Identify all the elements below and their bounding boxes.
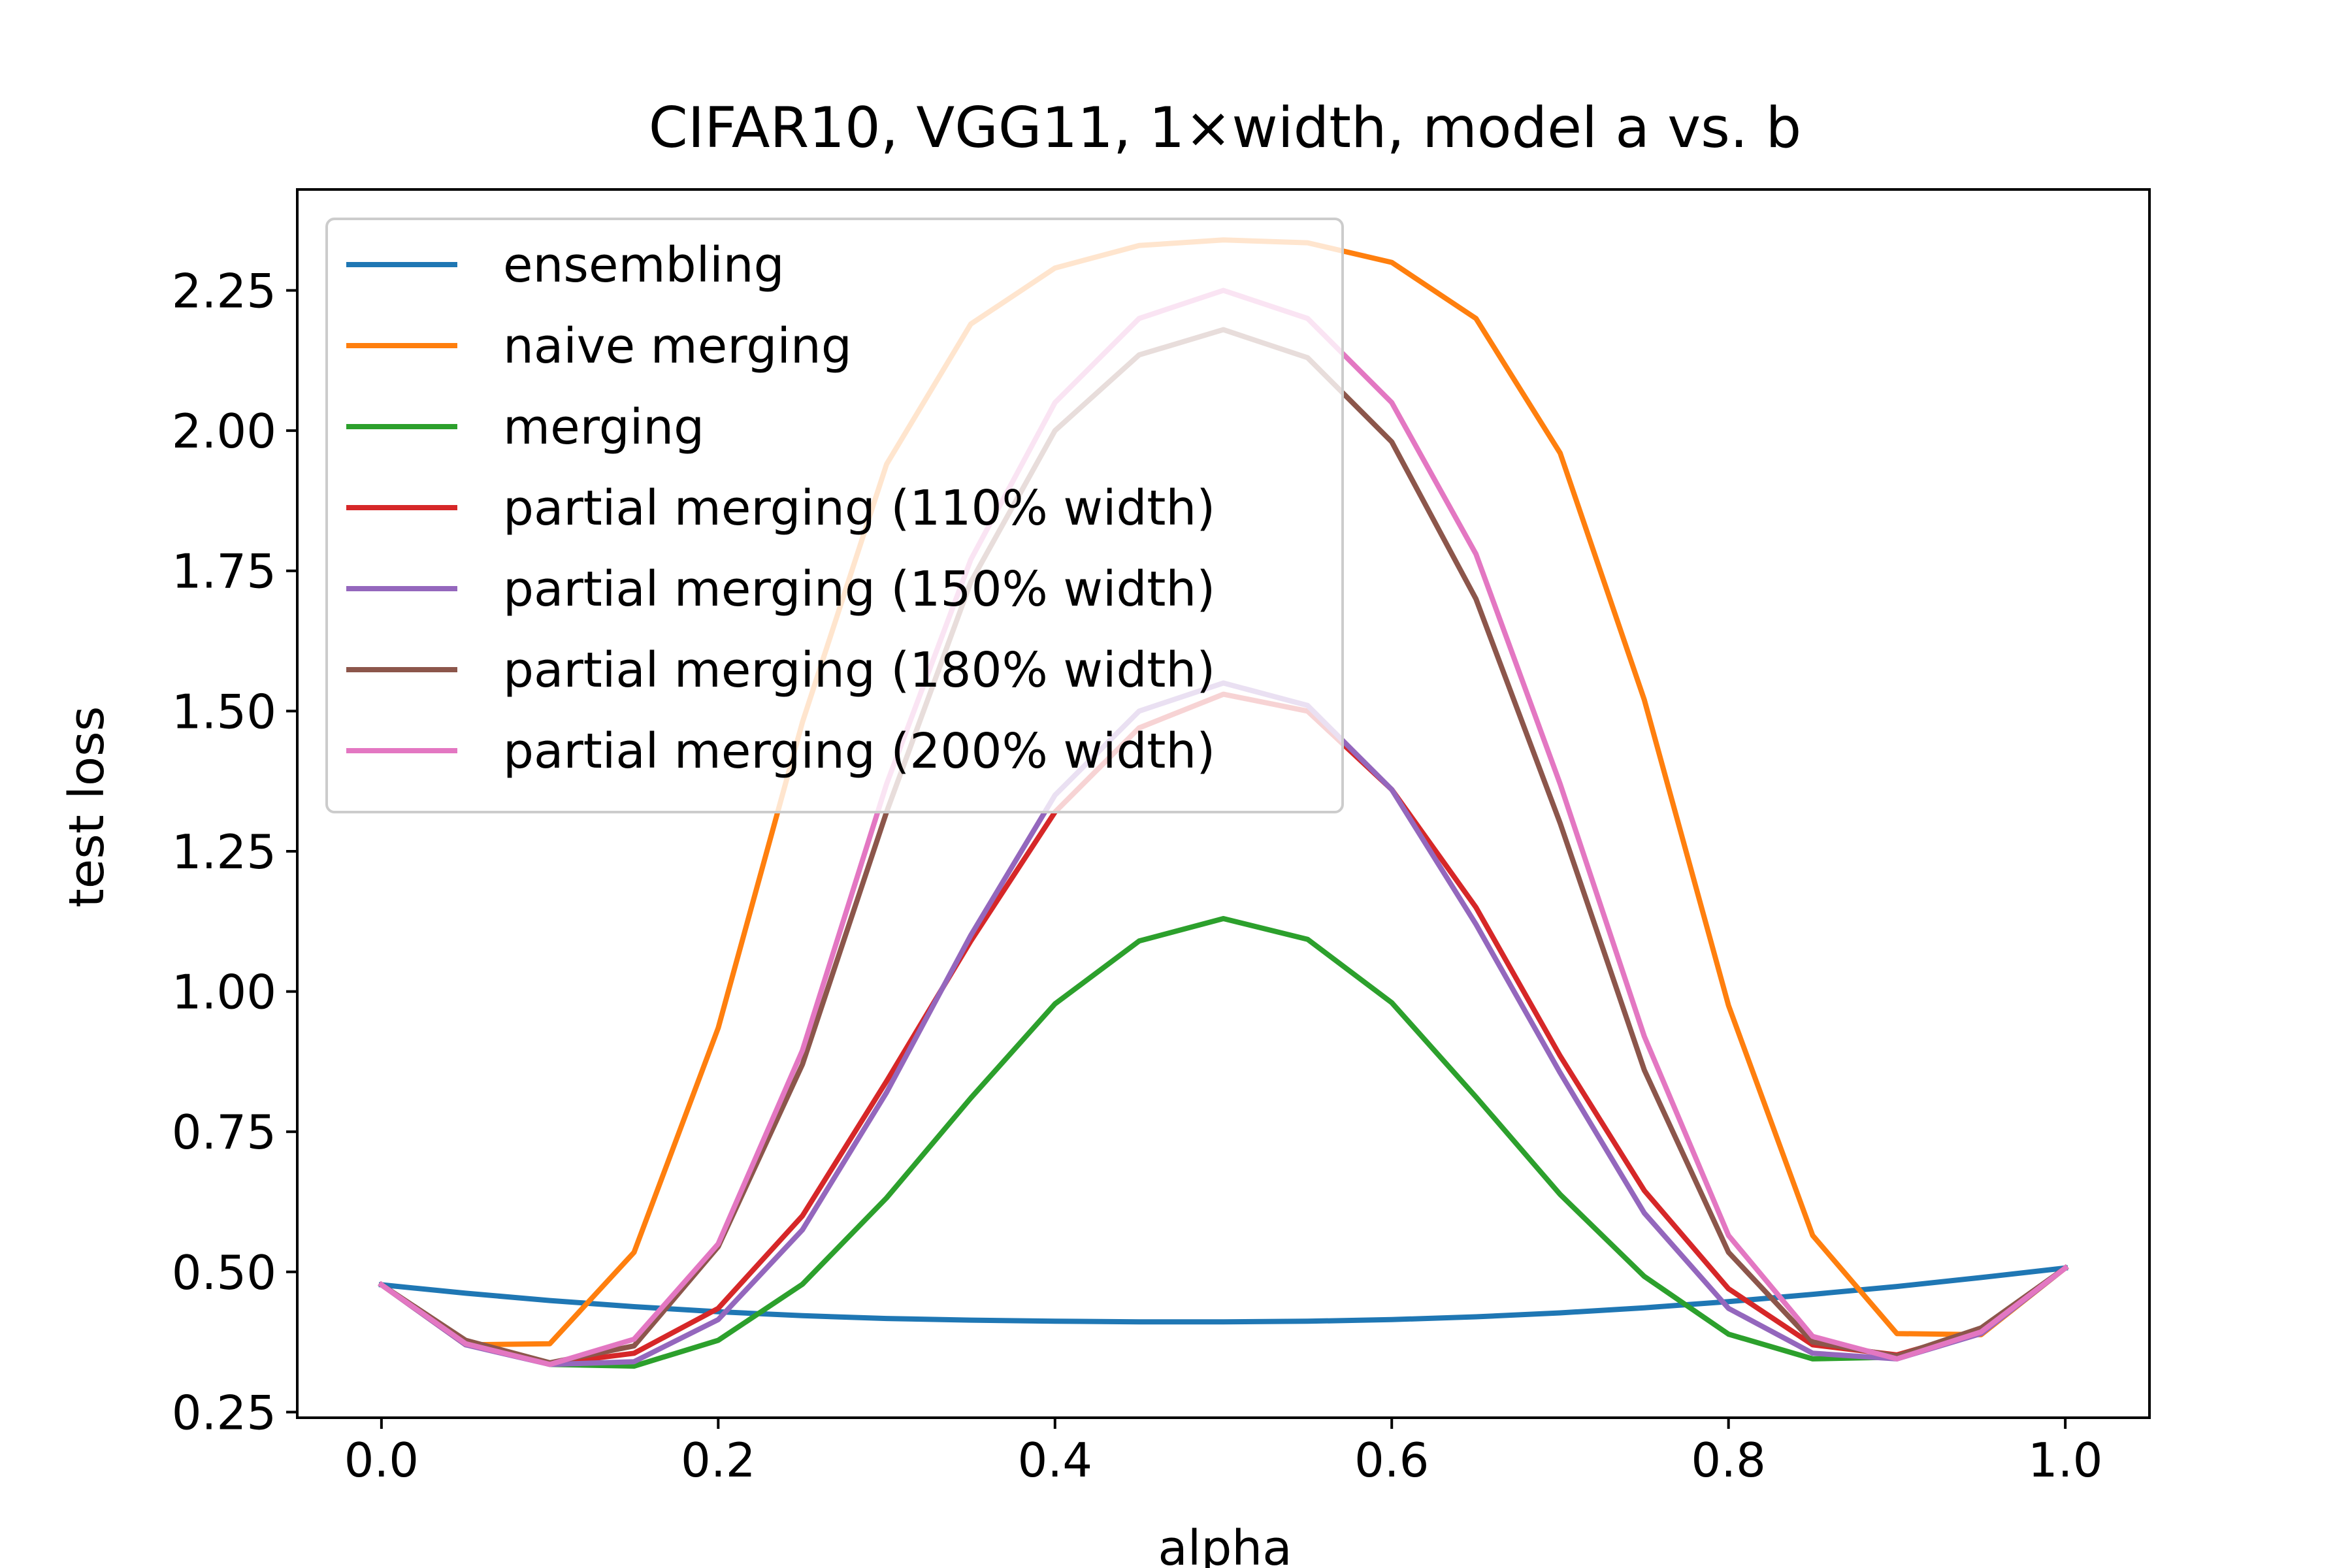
- legend-label-6: partial merging (200% width): [503, 723, 1215, 779]
- legend-label-2: merging: [503, 399, 704, 455]
- y-tick-label: 1.75: [172, 544, 276, 599]
- y-tick-label: 2.25: [172, 264, 276, 319]
- legend: ensembling naive merging merging partial me…: [325, 218, 1344, 813]
- y-axis-label: test loss: [59, 706, 115, 908]
- x-axis: 0.0 0.2 0.4 0.6 0.8 1.0: [344, 1418, 2103, 1488]
- y-tick-label: 1.50: [172, 684, 276, 739]
- y-tick-label: 2.00: [172, 404, 276, 459]
- legend-label-5: partial merging (180% width): [503, 642, 1215, 698]
- legend-label-1: naive merging: [503, 318, 852, 374]
- axes-frame: [296, 188, 2151, 1419]
- y-tick-label: 0.75: [172, 1105, 276, 1160]
- x-tick-label: 0.0: [344, 1433, 419, 1488]
- y-tick-label: 1.00: [172, 965, 276, 1020]
- x-tick-label: 0.6: [1354, 1433, 1429, 1488]
- series-line-2: [378, 916, 2069, 1369]
- y-axis: 0.25 0.50 0.75 1.00 1.25 1.50 1.75 2.00 2.25: [172, 264, 297, 1440]
- x-tick-label: 1.0: [2028, 1433, 2103, 1488]
- y-tick-label: 0.50: [172, 1245, 276, 1300]
- x-tick-label: 0.8: [1691, 1433, 1766, 1488]
- legend-label-0: ensembling: [503, 237, 785, 293]
- legend-box: [325, 218, 1344, 813]
- x-tick-label: 0.4: [1018, 1433, 1093, 1488]
- y-tick-label: 0.25: [172, 1385, 276, 1440]
- x-axis-label: alpha: [1158, 1520, 1292, 1568]
- legend-label-3: partial merging (110% width): [503, 480, 1215, 536]
- legend-label-4: partial merging (150% width): [503, 561, 1215, 617]
- chart-title: CIFAR10, VGG11, 1×width, model a vs. b: [649, 95, 1802, 161]
- y-tick-label: 1.25: [172, 825, 276, 879]
- x-tick-label: 0.2: [681, 1433, 756, 1488]
